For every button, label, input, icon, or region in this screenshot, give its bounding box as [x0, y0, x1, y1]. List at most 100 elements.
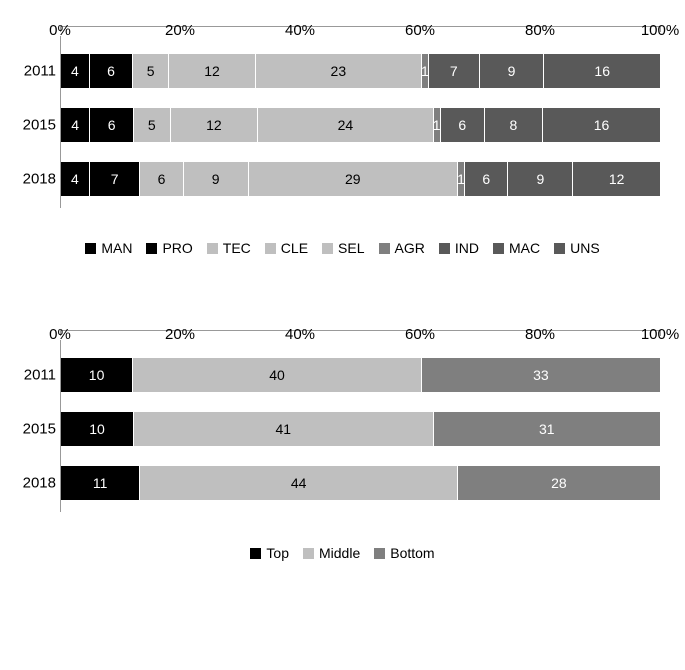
legend-item-uns: UNS: [554, 240, 600, 256]
bar-segment-middle: 44: [140, 466, 458, 500]
segment-value: 7: [111, 171, 119, 187]
segment-value: 24: [338, 117, 354, 133]
bar-segment-cle: 12: [169, 54, 256, 88]
bar-segment-mac: 9: [480, 54, 545, 88]
bar-row: 2011465122317916: [61, 54, 660, 88]
bar-row: 2015104131: [61, 412, 660, 446]
legend-label: SEL: [338, 240, 364, 256]
legend-label: MAC: [509, 240, 540, 256]
segment-value: 6: [458, 117, 466, 133]
bar-segment-agr: 1: [458, 162, 465, 196]
segment-value: 6: [482, 171, 490, 187]
segment-value: 6: [158, 171, 166, 187]
bar-segment-bottom: 31: [434, 412, 660, 446]
bottom-legend: Top Middle Bottom: [0, 545, 685, 561]
axis-line: [60, 26, 660, 27]
bar-segment-agr: 1: [422, 54, 429, 88]
bar-segment-man: 4: [61, 54, 90, 88]
bar-segment-top: 10: [61, 358, 133, 392]
bar-row: 2018114428: [61, 466, 660, 500]
segment-value: 6: [107, 63, 115, 79]
segment-value: 9: [508, 63, 516, 79]
segment-value: 11: [93, 475, 108, 491]
legend-swatch: [379, 243, 390, 254]
legend-label: Bottom: [390, 545, 434, 561]
bar-row: 2015465122416816: [61, 108, 660, 142]
segment-value: 41: [276, 421, 292, 437]
segment-value: 8: [509, 117, 517, 133]
row-label: 2018: [1, 171, 56, 188]
segment-value: 12: [206, 117, 222, 133]
legend-item-mac: MAC: [493, 240, 540, 256]
row-label: 2015: [1, 421, 56, 438]
legend-item-agr: AGR: [379, 240, 425, 256]
bar-segment-mac: 8: [485, 108, 543, 142]
legend-item-bottom: Bottom: [374, 545, 434, 561]
row-label: 2018: [1, 475, 56, 492]
legend-label: CLE: [281, 240, 308, 256]
legend-label: Middle: [319, 545, 360, 561]
row-label: 2011: [1, 367, 56, 384]
legend-swatch: [303, 548, 314, 559]
segment-value: 16: [594, 63, 610, 79]
legend-swatch: [554, 243, 565, 254]
bar-segment-ind: 7: [429, 54, 480, 88]
bar-segment-ind: 6: [441, 108, 485, 142]
bar-segment-tec: 5: [133, 54, 169, 88]
bar-segment-pro: 6: [90, 108, 134, 142]
bar-segment-bottom: 28: [458, 466, 660, 500]
bar-segment-pro: 6: [90, 54, 133, 88]
legend-item-pro: PRO: [146, 240, 192, 256]
segment-value: 12: [204, 63, 220, 79]
legend-swatch: [250, 548, 261, 559]
legend-item-middle: Middle: [303, 545, 360, 561]
bar-segment-sel: 24: [258, 108, 433, 142]
bar-segment-uns: 12: [573, 162, 660, 196]
legend-label: TEC: [223, 240, 251, 256]
segment-value: 12: [609, 171, 625, 187]
segment-value: 1: [433, 117, 441, 133]
bar-segment-uns: 16: [543, 108, 660, 142]
bottom-plot-area: 201110403320151041312018114428: [60, 340, 660, 512]
segment-value: 4: [71, 117, 79, 133]
segment-value: 44: [291, 475, 307, 491]
legend-item-tec: TEC: [207, 240, 251, 256]
bar-segment-top: 11: [61, 466, 140, 500]
segment-value: 10: [89, 421, 105, 437]
row-label: 2011: [1, 63, 56, 80]
segment-value: 28: [551, 475, 567, 491]
legend-swatch: [146, 243, 157, 254]
segment-value: 16: [594, 117, 610, 133]
segment-value: 1: [421, 63, 429, 79]
bar-segment-man: 4: [61, 108, 90, 142]
segment-value: 6: [108, 117, 116, 133]
bar-segment-mac: 9: [508, 162, 573, 196]
bar-segment-agr: 1: [434, 108, 441, 142]
bar-segment-middle: 40: [133, 358, 422, 392]
legend-label: AGR: [395, 240, 425, 256]
top-plot-area: 2011465122317916201546512241681620184769…: [60, 36, 660, 208]
bar-segment-man: 4: [61, 162, 90, 196]
bar-segment-middle: 41: [134, 412, 434, 446]
legend-item-cle: CLE: [265, 240, 308, 256]
legend-item-man: MAN: [85, 240, 132, 256]
legend-swatch: [493, 243, 504, 254]
bar-row: 201847692916912: [61, 162, 660, 196]
legend-label: MAN: [101, 240, 132, 256]
bar-segment-uns: 16: [544, 54, 659, 88]
legend-item-top: Top: [250, 545, 289, 561]
segment-value: 4: [71, 63, 79, 79]
axis-line: [60, 330, 660, 331]
segment-value: 10: [89, 367, 105, 383]
segment-value: 7: [450, 63, 458, 79]
legend-item-sel: SEL: [322, 240, 364, 256]
bar-segment-cle: 9: [184, 162, 249, 196]
segment-value: 23: [331, 63, 347, 79]
segment-value: 33: [533, 367, 549, 383]
segment-value: 5: [148, 117, 156, 133]
legend-swatch: [322, 243, 333, 254]
legend-label: IND: [455, 240, 479, 256]
bar-segment-sel: 29: [249, 162, 458, 196]
bar-segment-top: 10: [61, 412, 134, 446]
legend-swatch: [439, 243, 450, 254]
